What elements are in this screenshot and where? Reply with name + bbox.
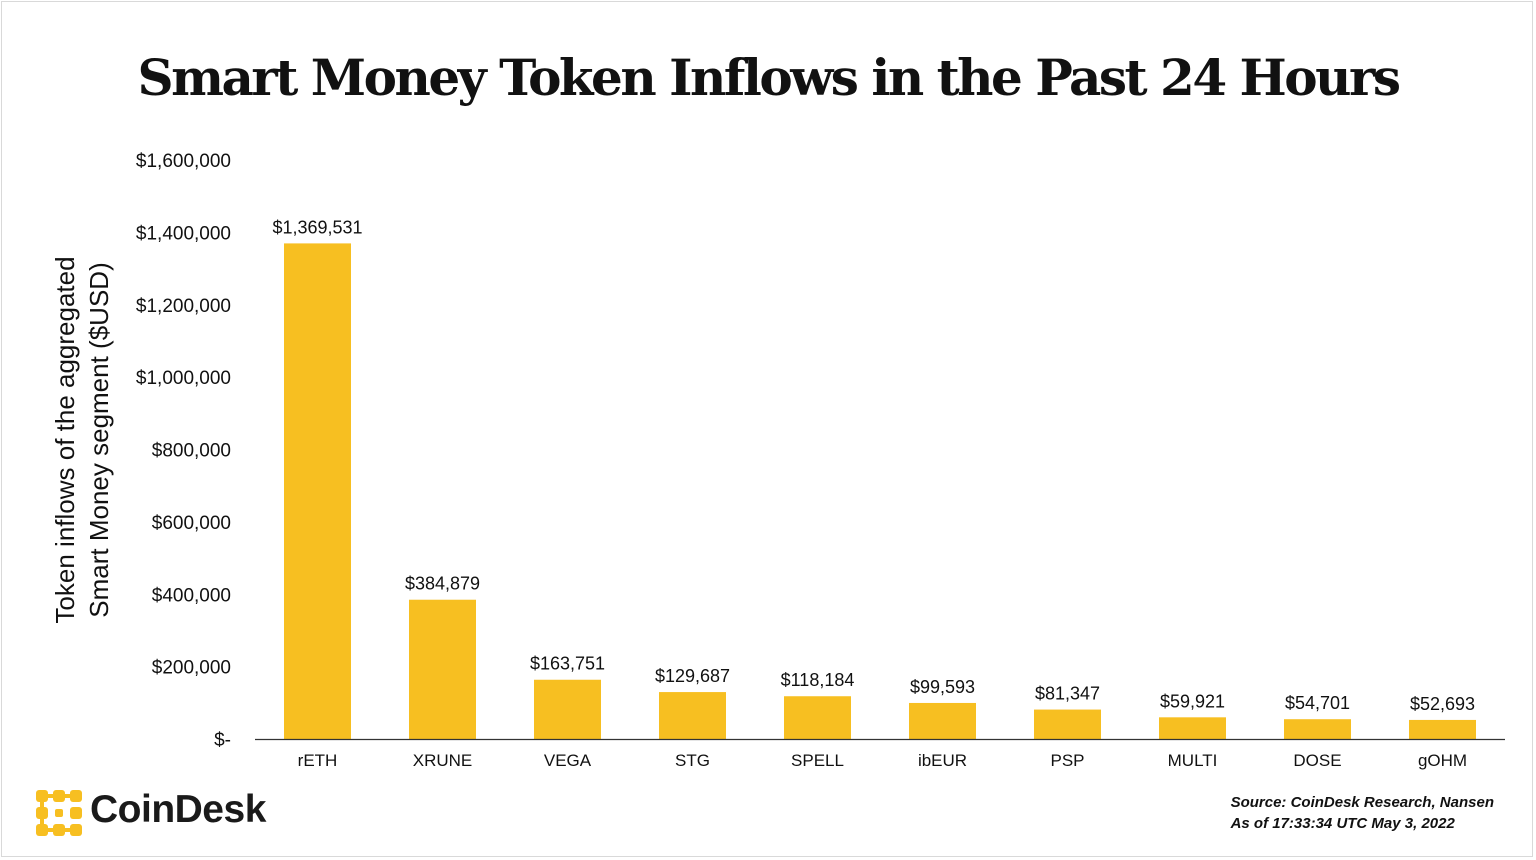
logo-block <box>70 790 82 802</box>
as-of-line: As of 17:33:34 UTC May 3, 2022 <box>1230 815 1455 832</box>
x-tick-label: rETH <box>298 751 338 770</box>
bar <box>534 679 601 739</box>
logo-block <box>55 809 63 817</box>
bar-value-label: $52,693 <box>1410 694 1475 714</box>
y-tick-label: $1,000,000 <box>136 368 231 389</box>
logo-block <box>36 824 48 836</box>
bar <box>784 696 851 739</box>
y-tick-label: $- <box>214 730 231 751</box>
brand-name: CoinDesk <box>90 788 266 831</box>
x-tick-label: MULTI <box>1168 751 1218 770</box>
bar-value-label: $59,921 <box>1160 691 1225 711</box>
bar-value-label: $163,751 <box>530 654 605 674</box>
y-axis-title-line: Token inflows of the aggregated <box>50 256 80 623</box>
bar-value-label: $118,184 <box>781 670 855 690</box>
y-axis-title: Token inflows of the aggregated Smart Mon… <box>50 256 114 623</box>
x-tick-labels: rETH XRUNE VEGA STG SPELL ibEUR PSP MULTI DOSE gO… <box>298 751 1467 770</box>
y-axis-title-line: Smart Money segment ($USD) <box>84 262 114 617</box>
bar-value-label: $81,347 <box>1035 684 1100 704</box>
source-note: Source: CoinDesk Research, Nansen As of … <box>1231 792 1494 834</box>
bar <box>659 692 726 739</box>
bars <box>284 243 1476 739</box>
logo-block <box>45 828 75 832</box>
x-tick-label: ibEUR <box>918 751 967 770</box>
source-line: Source: CoinDesk Research, Nansen <box>1230 794 1494 811</box>
bar <box>409 599 476 739</box>
y-tick-label: $1,600,000 <box>136 151 231 172</box>
x-tick-label: SPELL <box>791 751 844 770</box>
logo-block <box>36 790 48 802</box>
y-tick-labels: $- $200,000 $400,000 $600,000 $800,000 $1,000… <box>136 151 231 751</box>
bar <box>284 243 351 739</box>
y-tick-label: $1,200,000 <box>136 296 231 317</box>
y-tick-label: $400,000 <box>152 585 231 606</box>
bar <box>1159 717 1226 739</box>
logo-block <box>70 807 82 819</box>
y-tick-label: $1,400,000 <box>136 223 231 244</box>
bar-value-label: $1,369,531 <box>272 217 362 237</box>
x-tick-label: VEGA <box>544 751 592 770</box>
x-tick-label: gOHM <box>1418 751 1467 770</box>
bar <box>1409 719 1476 739</box>
x-tick-label: PSP <box>1050 751 1084 770</box>
y-tick-label: $200,000 <box>152 658 231 679</box>
chart-title: Smart Money Token Inflows in the Past 24… <box>137 48 1401 107</box>
y-tick-label: $800,000 <box>152 441 231 462</box>
bar <box>1034 709 1101 739</box>
x-tick-label: XRUNE <box>413 751 473 770</box>
bar-value-label: $54,701 <box>1285 693 1350 713</box>
logo-block <box>45 794 75 798</box>
y-tick-label: $600,000 <box>152 513 231 534</box>
logo-block <box>70 824 82 836</box>
coindesk-logo-icon <box>36 790 82 836</box>
bar-value-labels: $1,369,531 $384,879 $163,751 $129,687 $118,1… <box>272 217 1475 714</box>
x-tick-label: STG <box>675 751 710 770</box>
x-tick-label: DOSE <box>1293 751 1341 770</box>
bar <box>909 702 976 739</box>
bar-value-label: $99,593 <box>910 677 975 697</box>
bar-value-label: $129,687 <box>655 666 730 686</box>
bar-value-label: $384,879 <box>405 574 480 594</box>
logo-block <box>40 799 44 829</box>
bar <box>1284 719 1351 739</box>
